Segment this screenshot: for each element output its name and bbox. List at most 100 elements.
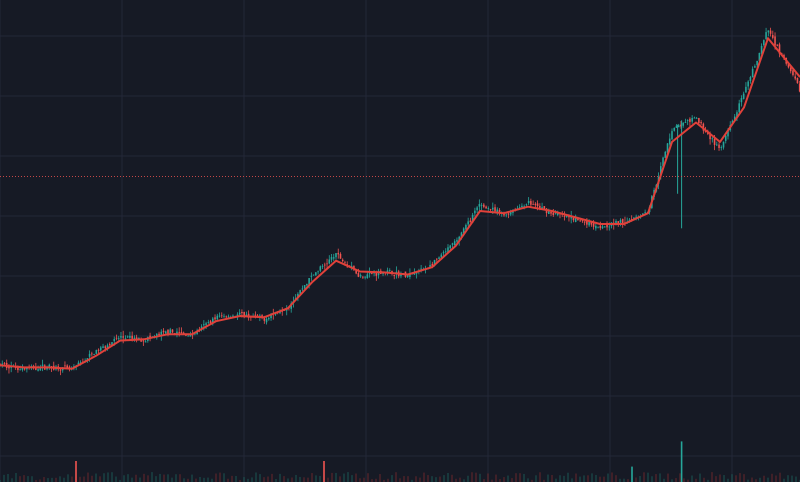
volume-bar bbox=[403, 476, 405, 482]
candle-body bbox=[774, 36, 776, 46]
volume-bar bbox=[19, 476, 21, 482]
volume-bar bbox=[755, 479, 757, 482]
volume-bar bbox=[147, 475, 149, 482]
candle-body bbox=[223, 315, 225, 317]
candle-body bbox=[207, 322, 210, 323]
candle-body bbox=[736, 112, 738, 118]
candle-body bbox=[460, 232, 463, 238]
candle-body bbox=[23, 367, 26, 370]
candle-body bbox=[534, 203, 537, 206]
volume-bar bbox=[743, 474, 745, 482]
volume-bar bbox=[679, 473, 681, 482]
volume-bar bbox=[423, 472, 425, 482]
candle-body bbox=[216, 315, 219, 320]
volume-bar bbox=[223, 473, 225, 482]
candle-body bbox=[722, 141, 725, 148]
volume-bar bbox=[135, 474, 137, 482]
volume-bar bbox=[607, 473, 609, 482]
volume-bar bbox=[155, 476, 157, 482]
volume-bar bbox=[367, 473, 369, 482]
candle-body bbox=[660, 166, 662, 176]
volume-bar bbox=[443, 475, 445, 482]
volume-bar bbox=[275, 479, 277, 482]
candle-body bbox=[767, 30, 770, 33]
candle-body bbox=[102, 346, 104, 348]
volume-bar bbox=[11, 478, 13, 482]
candle-body bbox=[375, 272, 378, 276]
candle-body bbox=[442, 252, 445, 254]
candle-body bbox=[760, 45, 763, 54]
candle-body bbox=[765, 32, 767, 40]
candle-body bbox=[550, 211, 552, 214]
candle-body bbox=[79, 362, 82, 364]
volume-bar bbox=[203, 477, 205, 482]
candle-body bbox=[158, 333, 160, 336]
candle-body bbox=[711, 138, 714, 140]
volume-bar bbox=[655, 474, 657, 482]
candle-body bbox=[301, 288, 304, 290]
volume-bar bbox=[3, 474, 5, 482]
volume-bar bbox=[527, 478, 529, 482]
candle-body bbox=[245, 314, 248, 316]
volume-bar bbox=[699, 473, 701, 482]
volume-bar bbox=[299, 476, 301, 482]
candle-body bbox=[178, 331, 180, 333]
volume-bar bbox=[507, 475, 509, 482]
candle-body bbox=[321, 265, 324, 267]
candle-body bbox=[518, 207, 521, 208]
volume-bar bbox=[559, 475, 561, 482]
candle-body bbox=[554, 213, 557, 215]
volume-bar bbox=[315, 475, 317, 482]
candle-body bbox=[362, 276, 364, 278]
candle-body bbox=[794, 76, 796, 79]
candle-body bbox=[474, 210, 476, 214]
candle-body bbox=[599, 225, 602, 229]
candle-body bbox=[720, 146, 723, 148]
volume-bar bbox=[239, 479, 241, 482]
candle-body bbox=[142, 340, 145, 342]
candle-body bbox=[541, 207, 543, 210]
candle-body bbox=[388, 270, 391, 271]
candle-body bbox=[133, 337, 136, 340]
volume-bar bbox=[59, 476, 61, 482]
candle-body bbox=[716, 144, 718, 146]
volume-bar bbox=[647, 472, 649, 482]
candle-body bbox=[718, 144, 720, 148]
volume-bar bbox=[659, 473, 661, 482]
candle-body bbox=[299, 290, 301, 294]
candle-body bbox=[66, 365, 68, 368]
candle-body bbox=[572, 216, 575, 221]
volume-bar bbox=[779, 472, 781, 482]
moving-average bbox=[0, 37, 800, 370]
candle-body bbox=[312, 274, 315, 276]
candle-body bbox=[662, 157, 664, 167]
candle-body bbox=[120, 336, 122, 338]
candle-body bbox=[368, 272, 371, 274]
candle-body bbox=[115, 337, 118, 339]
candle-body bbox=[668, 138, 671, 145]
volume-bar bbox=[331, 472, 333, 482]
candle-body bbox=[769, 30, 772, 34]
volume-bar bbox=[55, 477, 57, 482]
volume-bar bbox=[0, 479, 1, 482]
volume-bar bbox=[79, 476, 81, 482]
volume-bar bbox=[611, 472, 613, 482]
candle-body bbox=[617, 221, 620, 225]
volume-bar bbox=[303, 477, 305, 482]
volume-bar bbox=[31, 476, 33, 482]
volume-bar bbox=[447, 473, 449, 482]
volume-bar bbox=[643, 472, 645, 482]
candle-body bbox=[503, 213, 505, 216]
candle-body bbox=[386, 270, 389, 273]
volume-bar bbox=[127, 474, 129, 482]
candle-body bbox=[187, 335, 189, 337]
candle-body bbox=[335, 253, 337, 258]
volume-bar bbox=[575, 473, 577, 482]
candle-body bbox=[41, 364, 44, 367]
candle-body bbox=[635, 216, 637, 219]
candle-body bbox=[310, 275, 313, 277]
candle-body bbox=[483, 204, 485, 207]
volume-bar bbox=[375, 478, 377, 482]
candle-body bbox=[758, 52, 761, 61]
volume-spike bbox=[631, 466, 633, 482]
